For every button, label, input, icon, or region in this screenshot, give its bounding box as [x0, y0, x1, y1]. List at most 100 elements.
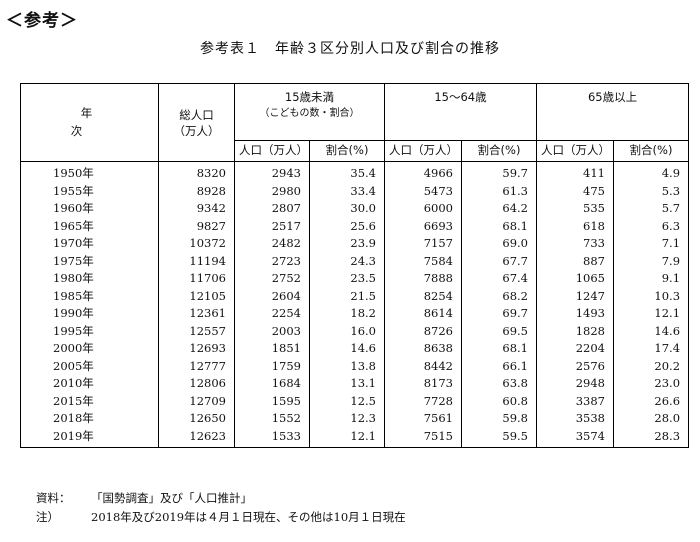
age-15-64-pop-cell: 6693 [384, 217, 462, 235]
year-cell: 1985年 [20, 287, 159, 305]
age-15-64-pct-cell: 68.1 [461, 217, 537, 235]
over-65-pop-cell: 2576 [536, 357, 614, 375]
total-cell: 12693 [158, 340, 235, 358]
total-cell: 8928 [158, 182, 235, 200]
under-15-pct-cell: 23.5 [309, 270, 385, 288]
footnote-label: 注） [36, 510, 59, 524]
age-15-64-pct-cell: 69.0 [461, 235, 537, 253]
under-15-pct-cell: 35.4 [309, 161, 385, 183]
total-population-header: 総人口 （万人） [158, 83, 235, 162]
total-cell: 9827 [158, 217, 235, 235]
age-15-64-pct-header: 割合(%) [461, 140, 537, 162]
under-15-pct-cell: 13.1 [309, 375, 385, 393]
over-65-pop-cell: 1493 [536, 305, 614, 323]
total-cell: 10372 [158, 235, 235, 253]
year-cell: 1975年 [20, 252, 159, 270]
age-15-64-pop-cell: 7515 [384, 427, 462, 448]
age-15-64-pop-cell: 8442 [384, 357, 462, 375]
table-row: 2018年 12650 1552 12.3 7561 59.8 3538 28.0 [20, 410, 690, 428]
under-15-pop-cell: 2943 [234, 161, 310, 183]
over-65-pop-cell: 3574 [536, 427, 614, 448]
age-15-64-pct-cell: 59.5 [461, 427, 537, 448]
under-15-pct-cell: 30.0 [309, 200, 385, 218]
table-row: 2005年 12777 1759 13.8 8442 66.1 2576 20.2 [20, 357, 690, 375]
over-65-pct-cell: 7.1 [612, 235, 690, 253]
under-15-pop-cell: 2517 [234, 217, 310, 235]
over-65-pct-cell: 12.1 [612, 305, 690, 323]
over-65-pop-cell: 1065 [536, 270, 614, 288]
table-row: 2000年 12693 1851 14.6 8638 68.1 2204 17.4 [20, 340, 690, 358]
over-65-pop-cell: 535 [536, 200, 614, 218]
age-15-64-pop-cell: 8173 [384, 375, 462, 393]
over-65-pct-cell: 5.7 [612, 200, 690, 218]
under-15-pop-cell: 1851 [234, 340, 310, 358]
under-15-pct-cell: 23.9 [309, 235, 385, 253]
age-15-64-pop-cell: 7888 [384, 270, 462, 288]
age-15-64-pop-cell: 8614 [384, 305, 462, 323]
under-15-pop-cell: 2980 [234, 182, 310, 200]
source-text: 「国勢調査」及び「人口推計」 [91, 491, 252, 505]
over-65-pct-cell: 9.1 [612, 270, 690, 288]
age-15-64-pop-cell: 8638 [384, 340, 462, 358]
under-15-pop-cell: 2254 [234, 305, 310, 323]
under-15-pct-cell: 13.8 [309, 357, 385, 375]
under-15-header: 15歳未満 （こどもの数・割合） [234, 83, 385, 141]
under-15-pct-cell: 18.2 [309, 305, 385, 323]
year-header: 年 次 [20, 83, 159, 162]
footnote-text: 2018年及び2019年は４月１日現在、その他は10月１日現在 [91, 510, 406, 524]
over-65-pop-cell: 618 [536, 217, 614, 235]
age-15-64-pct-cell: 59.8 [461, 410, 537, 428]
over-65-pct-cell: 14.6 [612, 322, 690, 340]
under-15-pop-header: 人口（万人） [234, 140, 310, 162]
source-label: 資料： [36, 491, 71, 505]
total-cell: 8320 [158, 161, 235, 183]
over-65-pop-cell: 733 [536, 235, 614, 253]
under-15-pct-cell: 33.4 [309, 182, 385, 200]
total-header-line1: 総人口 [179, 107, 214, 122]
total-cell: 11194 [158, 252, 235, 270]
year-cell: 2015年 [20, 392, 159, 410]
under-15-pop-cell: 2003 [234, 322, 310, 340]
total-cell: 12361 [158, 305, 235, 323]
age-15-64-pct-cell: 67.4 [461, 270, 537, 288]
under-15-pct-header: 割合(%) [309, 140, 385, 162]
under-15-pop-cell: 2723 [234, 252, 310, 270]
over-65-pop-cell: 2948 [536, 375, 614, 393]
table-row: 2010年 12806 1684 13.1 8173 63.8 2948 23.0 [20, 375, 690, 393]
over-65-pop-cell: 475 [536, 182, 614, 200]
over-65-header: 65歳以上 [535, 83, 690, 141]
age-15-64-pop-cell: 7157 [384, 235, 462, 253]
age-15-64-pct-cell: 63.8 [461, 375, 537, 393]
under-15-pop-cell: 1684 [234, 375, 310, 393]
under-15-pop-cell: 1595 [234, 392, 310, 410]
year-cell: 1980年 [20, 270, 159, 288]
under-15-pop-cell: 2604 [234, 287, 310, 305]
over-65-pop-header: 人口（万人） [536, 140, 614, 162]
under-15-pop-cell: 2752 [234, 270, 310, 288]
age-15-64-pop-cell: 5473 [384, 182, 462, 200]
under-15-pct-cell: 24.3 [309, 252, 385, 270]
under-15-pct-cell: 14.6 [309, 340, 385, 358]
year-cell: 1970年 [20, 235, 159, 253]
total-cell: 12557 [158, 322, 235, 340]
age-15-64-pop-cell: 4966 [384, 161, 462, 183]
age-15-64-pop-cell: 6000 [384, 200, 462, 218]
table-row: 1955年 8928 2980 33.4 5473 61.3 475 5.3 [20, 182, 690, 200]
year-cell: 2018年 [20, 410, 159, 428]
under-15-pct-cell: 21.5 [309, 287, 385, 305]
year-cell: 2010年 [20, 375, 159, 393]
total-cell: 12105 [158, 287, 235, 305]
over-65-pct-cell: 5.3 [612, 182, 690, 200]
year-cell: 2005年 [20, 357, 159, 375]
table-row: 1970年 10372 2482 23.9 7157 69.0 733 7.1 [20, 235, 690, 253]
under-15-pct-cell: 12.1 [309, 427, 385, 448]
table-row: 1975年 11194 2723 24.3 7584 67.7 887 7.9 [20, 252, 690, 270]
year-cell: 1965年 [20, 217, 159, 235]
under-15-label: 15歳未満 [284, 90, 335, 104]
over-65-pop-cell: 1247 [536, 287, 614, 305]
age-15-64-pop-cell: 7584 [384, 252, 462, 270]
age-15-64-header: 15～64歳 [384, 83, 537, 141]
total-cell: 12650 [158, 410, 235, 428]
over-65-pct-cell: 20.2 [612, 357, 690, 375]
total-cell: 12709 [158, 392, 235, 410]
